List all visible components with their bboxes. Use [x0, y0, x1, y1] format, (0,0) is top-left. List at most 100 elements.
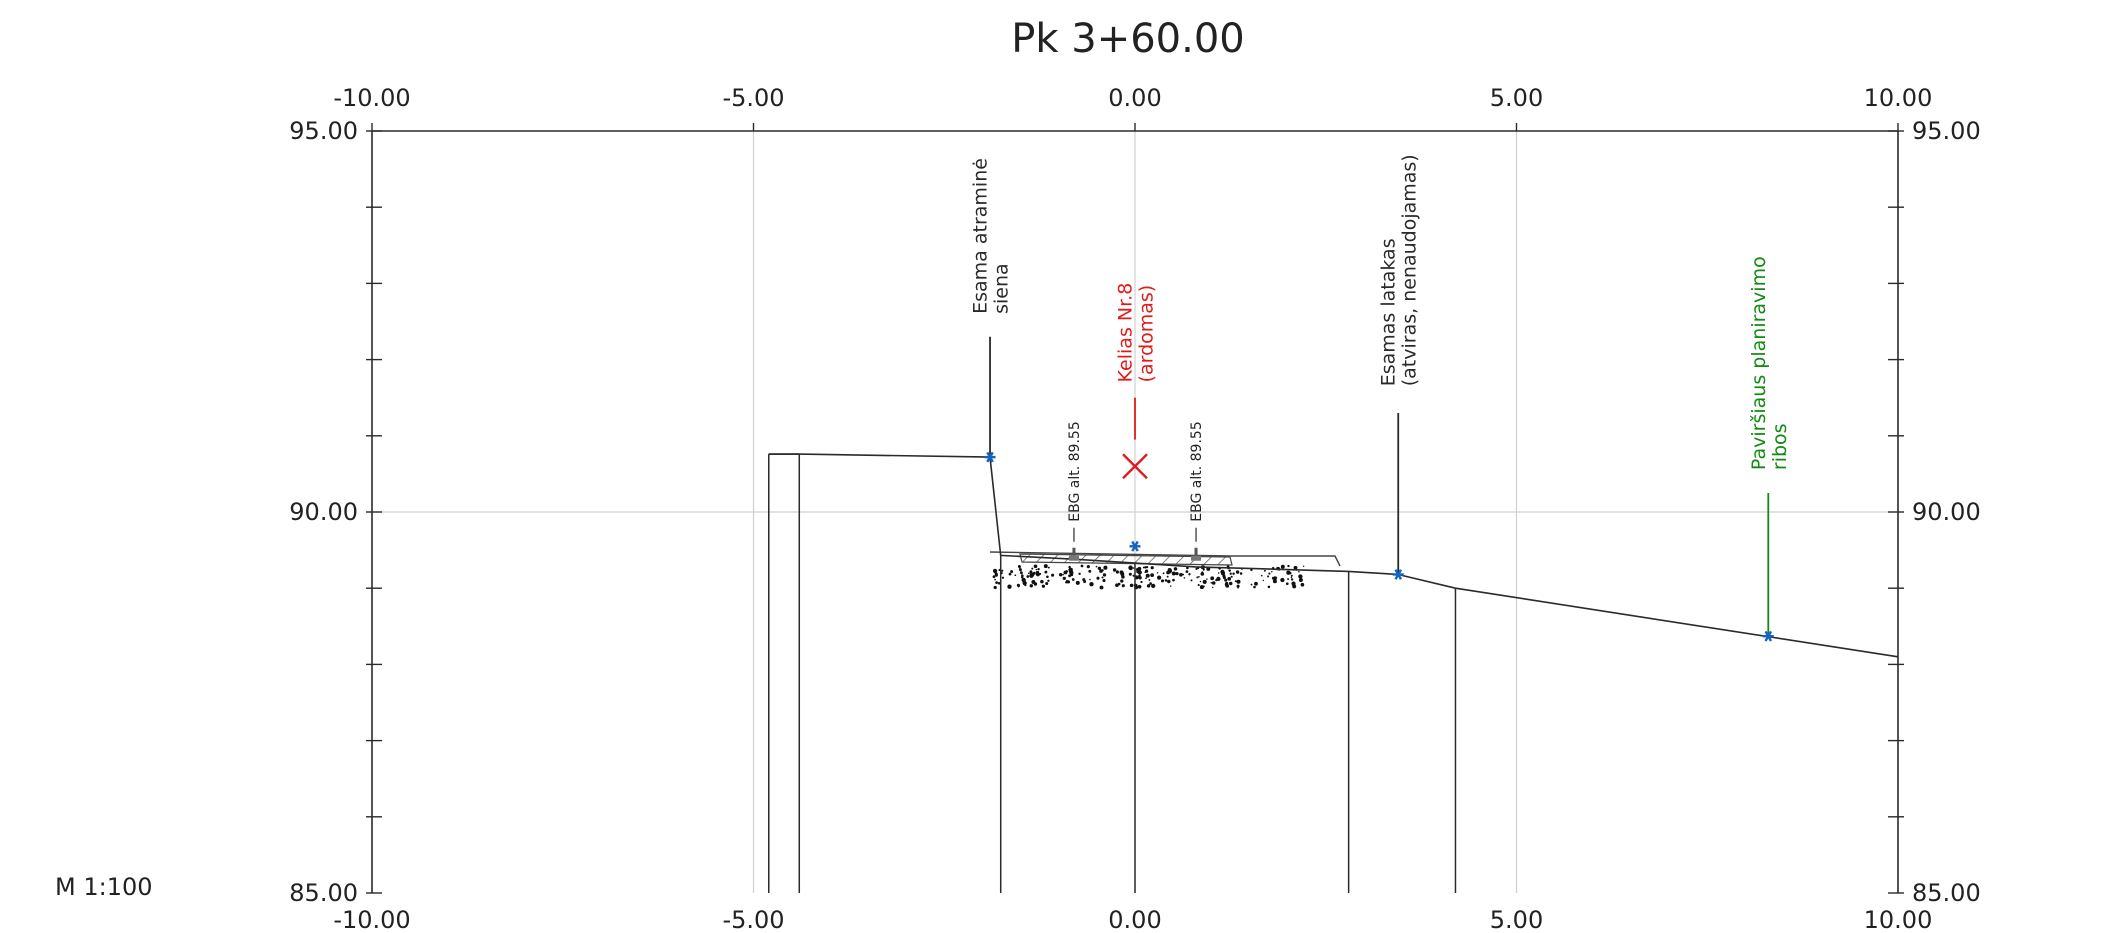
gravel-dot	[1096, 576, 1100, 580]
gravel-dot	[1039, 572, 1042, 575]
gravel-dot	[1224, 578, 1228, 582]
annotation-label-channel: (atviras, nenaudojamas)	[1399, 154, 1421, 386]
cross-stroke	[1122, 453, 1148, 480]
scale-label: M 1:100	[55, 873, 153, 901]
gravel-dot	[1167, 579, 1171, 584]
gravel-dot	[1010, 570, 1014, 574]
gravel-dot	[1065, 570, 1068, 573]
gravel-dot	[1185, 570, 1189, 573]
gravel-dot	[1169, 585, 1172, 587]
gravel-dot	[1162, 572, 1165, 575]
gravel-dot	[1237, 586, 1239, 589]
survey-point-icon	[1392, 569, 1404, 580]
ebg-marker-icon	[1068, 555, 1079, 561]
gravel-dot	[1206, 578, 1208, 580]
x-tick-label-top: 5.00	[1490, 84, 1543, 112]
gravel-dot	[1041, 584, 1046, 588]
x-tick-label-top: 0.00	[1108, 84, 1161, 112]
gravel-dot	[1044, 570, 1048, 574]
y-tick-label-left: 85.00	[289, 879, 358, 907]
gravel-dot	[1150, 566, 1154, 570]
gravel-dot	[1095, 565, 1098, 568]
axis-tick-labels: -10.00 -10.00 -5.00 -5.00 0.00 0.00 5.00 5.00 10…	[289, 84, 1980, 933]
gravel-dot	[1019, 569, 1022, 572]
gravel-dot	[1202, 579, 1207, 584]
gravel-dot	[1047, 566, 1050, 569]
y-tick-label-right: 95.00	[1912, 117, 1981, 145]
annotation-label-retaining-wall: siena	[991, 263, 1013, 314]
gravel-dot	[997, 582, 1000, 585]
gravel-dot	[1043, 564, 1048, 569]
gravel-dot	[1069, 570, 1074, 575]
gravel-dot	[1293, 584, 1296, 587]
survey-point-stroke	[986, 451, 994, 463]
gravel-dot	[1022, 581, 1027, 586]
gravel-dot	[1078, 572, 1081, 575]
survey-points	[984, 451, 1774, 642]
gravel-dot	[1262, 579, 1265, 582]
gravel-dot	[1068, 568, 1071, 571]
gravel-dot	[1035, 568, 1038, 571]
gravel-dot	[1290, 576, 1293, 579]
gravel-dot	[994, 578, 996, 581]
gravel-dot	[1250, 583, 1253, 586]
gravel-dot	[1195, 567, 1198, 571]
annotation-label-retaining-wall: Esama atraminė	[970, 158, 992, 314]
gravel-dot	[993, 585, 997, 590]
gravel-dot	[1151, 583, 1156, 589]
gravel-dot	[1144, 571, 1146, 573]
gravel-dot	[1029, 571, 1033, 575]
x-tick-label-bottom: -10.00	[333, 906, 410, 933]
gravel-dot	[1146, 584, 1151, 588]
gravel-dot	[1072, 578, 1075, 581]
gravel-dot	[1024, 584, 1027, 587]
gravel-dot	[1212, 586, 1214, 589]
gravel-dot	[1135, 584, 1138, 586]
gravel-dot	[1200, 572, 1205, 576]
gravel-dot	[1267, 585, 1271, 589]
gravel-dot	[1149, 582, 1152, 585]
gravel-dot	[1199, 580, 1202, 583]
gravel-dot	[1102, 573, 1107, 577]
gravel-dot	[1272, 579, 1277, 584]
gravel-dot	[1167, 568, 1172, 572]
ebg-label: EBG alt. 89.55	[1067, 421, 1083, 521]
gravel-dot	[1298, 574, 1303, 579]
gravel-dot	[1254, 581, 1258, 586]
gravel-dot	[1275, 576, 1278, 579]
gravel-dot	[1196, 576, 1199, 579]
gravel-dot	[995, 581, 998, 584]
gravel-dot	[1031, 567, 1034, 570]
gravel-base-layer	[992, 564, 1305, 590]
gravel-dot	[1228, 581, 1233, 586]
gravel-dot	[1001, 576, 1005, 579]
gravel-dot	[1211, 581, 1216, 585]
gravel-dot	[1140, 580, 1143, 584]
gravel-dot	[1112, 568, 1117, 572]
gravel-dot	[1156, 572, 1159, 574]
gravel-dot	[1018, 566, 1021, 569]
gravel-dot	[1186, 566, 1189, 570]
gravel-dot	[1028, 572, 1030, 575]
gravel-dot	[1171, 571, 1176, 576]
gravel-dot	[1173, 567, 1178, 571]
gravel-dot	[1198, 575, 1200, 578]
gravel-dot	[1285, 582, 1289, 586]
annotation-label-surface-limits: ribos	[1769, 423, 1791, 470]
gravel-dot	[1160, 579, 1165, 583]
x-tick-label-bottom: 0.00	[1108, 906, 1161, 933]
annotations: Esama atraminė siena Kelias Nr.8 (ardomas) E…	[970, 154, 1791, 637]
gravel-dot	[1103, 565, 1108, 570]
gravel-dot	[1260, 574, 1263, 577]
gravel-dot	[1129, 583, 1134, 588]
gravel-dot	[1188, 573, 1191, 576]
x-tick-label-bottom: 5.00	[1490, 906, 1543, 933]
gravel-dot	[1080, 564, 1084, 568]
ebg-markers: EBG alt. 89.55 EBG alt. 89.55	[1067, 421, 1205, 561]
gravel-dot	[1166, 575, 1169, 578]
gravel-dot	[1263, 569, 1266, 572]
gravel-dot	[1047, 579, 1050, 582]
gravel-dot	[1236, 584, 1240, 588]
gravel-dot	[1291, 581, 1296, 586]
